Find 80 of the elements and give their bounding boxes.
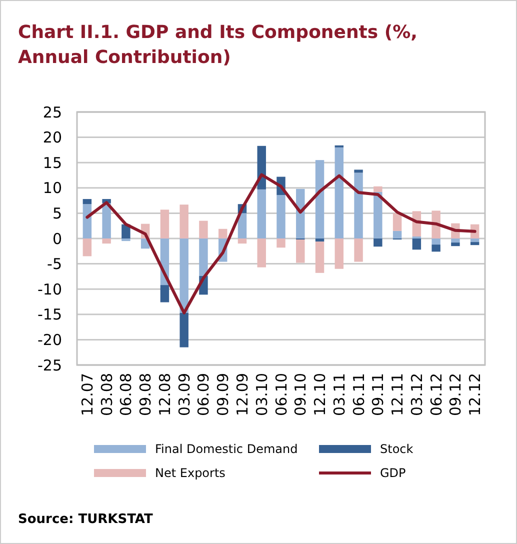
bar [218,228,228,238]
bar [315,160,324,238]
chart-title: Chart II.1. GDP and Its Components (%, Annual Contribution) [18,22,418,68]
bar [180,312,188,348]
bar [102,238,111,244]
bar [354,170,363,173]
x-tick-label: 12.09 [233,373,252,416]
x-tick-label: 06.09 [194,373,213,416]
y-tick-label: 15 [42,154,62,172]
bar [160,210,170,238]
bar [82,204,92,238]
bar [257,238,266,268]
x-tick-label: 09.09 [214,373,232,416]
bar [354,172,363,238]
bar [392,213,402,231]
y-tick-label: -25 [38,356,62,374]
bar [276,194,286,238]
bar [238,213,247,238]
x-tick-label: 03.10 [252,373,271,416]
bar [199,220,208,238]
bar [296,240,305,263]
bar [412,238,422,250]
x-tick-label: 03.11 [330,373,348,416]
legend-label: GDP [380,466,406,480]
x-tick-label: 03.09 [175,373,194,416]
bar [451,242,460,246]
bar [257,189,266,238]
bar [82,199,92,204]
y-tick-label: 5 [52,204,62,222]
x-tick-label: 06.12 [427,373,446,416]
bar [470,238,480,242]
bar [432,244,440,252]
bar [334,147,344,238]
bar [122,238,130,242]
bar [374,186,382,192]
legend-label: Final Domestic Demand [155,442,298,456]
y-tick-label: -10 [38,280,62,298]
x-tick-label: 06.10 [272,373,290,416]
bar [160,285,170,302]
bar [451,238,460,243]
x-tick-label: 12.10 [311,373,330,416]
bar [82,238,92,256]
y-tick-label: -5 [47,255,62,274]
bar [432,238,440,245]
x-tick-label: 06.08 [117,373,136,416]
x-tick-label: 06.11 [350,373,368,416]
x-tick-label: 12.07 [78,373,96,416]
source-note: Source: TURKSTAT [18,512,153,527]
y-tick-label: 0 [52,230,62,248]
x-tick-label: 09.08 [136,373,155,416]
y-tick-label: -20 [38,330,62,349]
x-tick-label: 12.11 [388,373,407,416]
bar [315,242,324,273]
bar [180,204,188,238]
x-tick-label: 09.10 [292,373,310,416]
bar [238,238,247,244]
line-series [86,173,476,314]
bar [334,238,344,269]
bar [276,238,286,248]
x-tick-label: 03.08 [98,373,116,416]
bar [354,238,363,262]
bar [199,238,208,276]
x-tick-label: 09.12 [446,373,465,416]
x-tick-label: 03.12 [408,373,426,416]
bar [180,238,188,313]
bar [315,238,324,242]
legend-label: Stock [380,442,414,456]
bar [392,230,402,238]
bar [374,192,382,238]
y-tick-label: 20 [42,128,62,147]
bar [374,238,382,247]
y-tick-label: 25 [42,103,62,122]
x-tick-label: 12.12 [466,373,484,416]
bar [470,242,480,246]
bar [102,203,111,238]
legend-label: Net Exports [155,466,226,480]
y-tick-label: 10 [42,179,62,198]
x-tick-label: 12.08 [156,373,174,416]
y-tick-label: -15 [38,306,62,324]
x-tick-label: 09.11 [369,373,388,416]
